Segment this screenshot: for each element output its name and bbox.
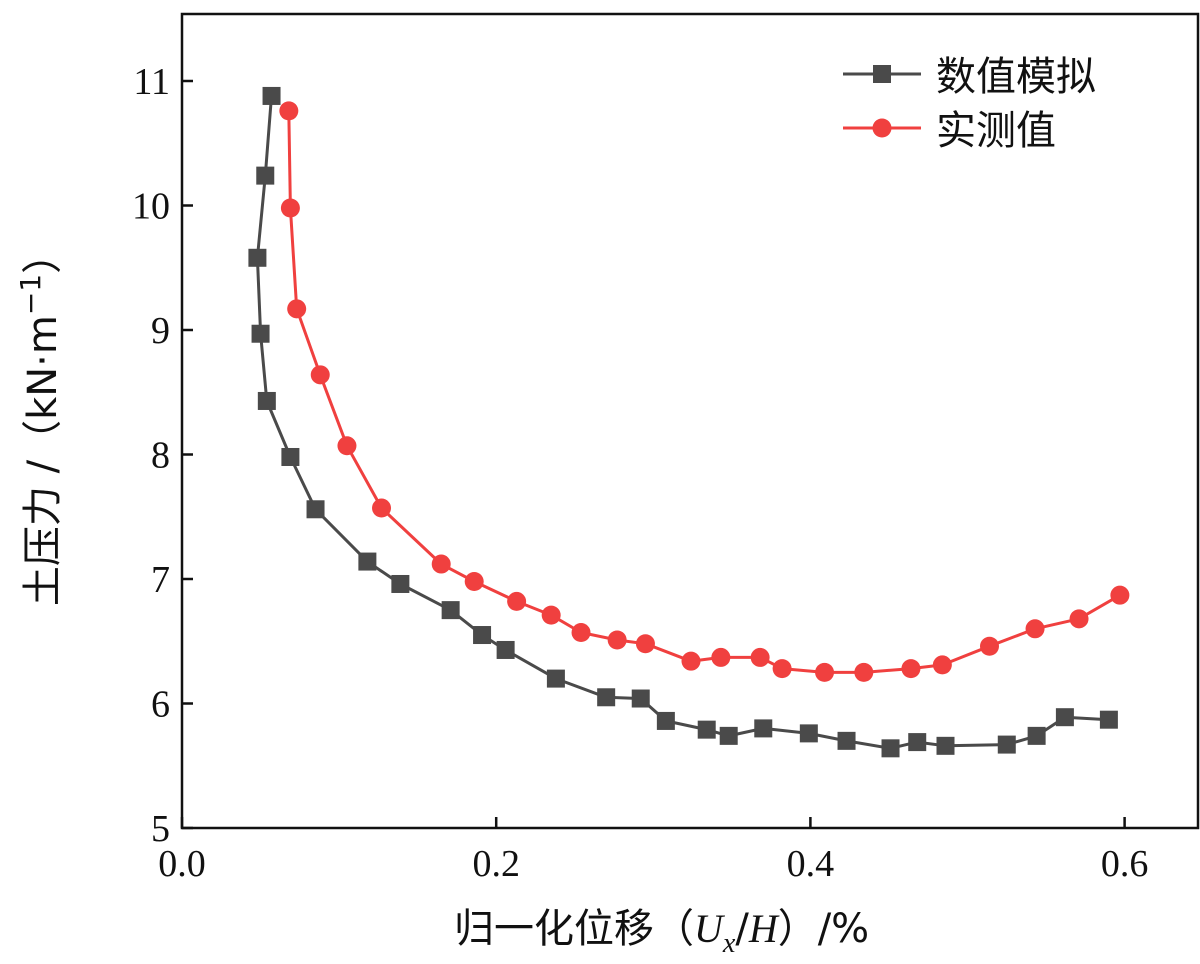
data-point	[279, 101, 299, 121]
data-point	[337, 436, 357, 456]
data-point	[1025, 619, 1045, 639]
data-point	[1055, 708, 1074, 727]
data-point	[1110, 585, 1130, 605]
data-point	[256, 166, 275, 185]
data-point	[635, 634, 655, 654]
data-point	[280, 198, 300, 218]
data-point	[441, 601, 460, 620]
data-point	[306, 500, 325, 519]
square-marker-icon	[873, 65, 891, 83]
data-point	[681, 651, 701, 671]
data-point	[281, 447, 300, 466]
legend-label-simulation: 数值模拟	[936, 54, 1096, 100]
data-point	[697, 720, 716, 739]
legend-entry-simulation: 数值模拟	[843, 54, 1096, 100]
data-point	[979, 636, 999, 656]
x-tick-label: 0.6	[1101, 843, 1149, 885]
data-point	[815, 662, 835, 682]
data-point	[310, 365, 330, 385]
data-point	[546, 669, 565, 688]
y-tick-label: 6	[151, 684, 170, 726]
series-1	[279, 101, 1130, 682]
data-point	[881, 739, 900, 758]
x-axis: 0.0 0.2 0.4 0.6	[158, 817, 1148, 885]
legend-entry-measured: 实测值	[843, 108, 1056, 154]
circle-marker-icon	[872, 118, 892, 138]
x-tick-label: 0.4	[787, 843, 835, 885]
data-point	[473, 626, 492, 645]
x-tick-label: 0.2	[472, 843, 520, 885]
plot-frame	[180, 12, 1200, 830]
y-tick-label: 8	[151, 435, 170, 477]
y-tick-label: 5	[151, 808, 170, 850]
y-tick-label: 11	[133, 61, 170, 103]
legend-label-measured: 实测值	[936, 108, 1056, 154]
y-axis-title: 土压力 /（kN·m−1）	[14, 234, 66, 606]
data-point	[464, 571, 484, 591]
data-point	[262, 86, 281, 105]
x-tick-label: 0.0	[158, 843, 206, 885]
data-point	[372, 498, 392, 518]
y-tick-label: 10	[132, 186, 170, 228]
data-point	[496, 640, 515, 659]
data-point	[901, 659, 921, 679]
data-point	[754, 719, 773, 738]
series-layer	[248, 86, 1130, 758]
data-point	[251, 324, 270, 343]
data-point	[997, 735, 1016, 754]
data-point	[507, 591, 527, 611]
data-point	[772, 659, 792, 679]
data-point	[854, 662, 874, 682]
data-point	[719, 726, 738, 745]
data-point	[431, 554, 451, 574]
data-point	[1069, 609, 1089, 629]
data-point	[932, 655, 952, 675]
legend: 数值模拟 实测值	[843, 54, 1096, 154]
data-point	[248, 248, 267, 267]
series-line	[255, 95, 1109, 750]
y-tick-label: 9	[151, 310, 170, 352]
data-point	[391, 574, 410, 593]
data-point	[257, 391, 276, 410]
y-axis: 5 6 7 8 9 10 11	[132, 61, 193, 850]
data-point	[711, 647, 731, 667]
series-line	[287, 110, 1121, 674]
data-point	[541, 605, 561, 625]
data-point	[631, 689, 650, 708]
data-point	[571, 623, 591, 643]
data-point	[656, 711, 675, 730]
data-point	[799, 724, 818, 743]
data-point	[358, 552, 377, 571]
series-0	[248, 86, 1118, 758]
data-point	[287, 299, 307, 319]
x-axis-title: 归一化位移（Ux/H）/%	[454, 906, 869, 959]
data-point	[1099, 710, 1118, 729]
data-point	[908, 733, 927, 752]
data-point	[936, 736, 955, 755]
data-point	[597, 688, 616, 707]
data-point	[1027, 726, 1046, 745]
data-point	[607, 630, 627, 650]
data-point	[750, 647, 770, 667]
y-tick-label: 7	[151, 559, 170, 601]
data-point	[837, 731, 856, 750]
